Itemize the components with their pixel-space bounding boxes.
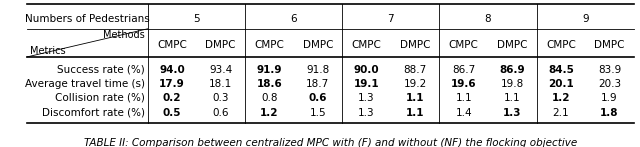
Text: 88.7: 88.7: [403, 65, 427, 75]
Text: 1.1: 1.1: [406, 108, 424, 118]
Text: 1.1: 1.1: [406, 93, 424, 103]
Text: 1.2: 1.2: [260, 108, 278, 118]
Text: DMPC: DMPC: [400, 40, 430, 50]
Text: 1.5: 1.5: [310, 108, 326, 118]
Text: 90.0: 90.0: [354, 65, 380, 75]
Text: 19.1: 19.1: [354, 79, 380, 89]
Text: Discomfort rate (%): Discomfort rate (%): [42, 108, 145, 118]
Text: 91.8: 91.8: [306, 65, 330, 75]
Text: Average travel time (s): Average travel time (s): [25, 79, 145, 89]
Text: 18.6: 18.6: [257, 79, 282, 89]
Text: 91.9: 91.9: [257, 65, 282, 75]
Text: CMPC: CMPC: [157, 40, 187, 50]
Text: 1.8: 1.8: [600, 108, 619, 118]
Text: 1.3: 1.3: [503, 108, 522, 118]
Text: 84.5: 84.5: [548, 65, 574, 75]
Text: DMPC: DMPC: [595, 40, 625, 50]
Text: Methods: Methods: [103, 30, 145, 40]
Text: 8: 8: [484, 14, 492, 24]
Text: Success rate (%): Success rate (%): [57, 65, 145, 75]
Text: Collision rate (%): Collision rate (%): [55, 93, 145, 103]
Text: 20.1: 20.1: [548, 79, 574, 89]
Text: DMPC: DMPC: [497, 40, 527, 50]
Text: 7: 7: [387, 14, 394, 24]
Text: 18.1: 18.1: [209, 79, 232, 89]
Text: 0.8: 0.8: [261, 93, 278, 103]
Text: 86.9: 86.9: [499, 65, 525, 75]
Text: DMPC: DMPC: [303, 40, 333, 50]
Text: 19.2: 19.2: [403, 79, 427, 89]
Text: CMPC: CMPC: [254, 40, 284, 50]
Text: 5: 5: [193, 14, 200, 24]
Text: CMPC: CMPC: [351, 40, 381, 50]
Text: 1.3: 1.3: [358, 93, 375, 103]
Text: 1.9: 1.9: [601, 93, 618, 103]
Text: 1.1: 1.1: [504, 93, 520, 103]
Text: 86.7: 86.7: [452, 65, 476, 75]
Text: 20.3: 20.3: [598, 79, 621, 89]
Text: Numbers of Pedestrians: Numbers of Pedestrians: [25, 14, 150, 24]
Text: 0.2: 0.2: [163, 93, 181, 103]
Text: CMPC: CMPC: [546, 40, 576, 50]
Text: 9: 9: [582, 14, 589, 24]
Text: 0.6: 0.6: [212, 108, 229, 118]
Text: 6: 6: [291, 14, 297, 24]
Text: 1.4: 1.4: [456, 108, 472, 118]
Text: 83.9: 83.9: [598, 65, 621, 75]
Text: 1.3: 1.3: [358, 108, 375, 118]
Text: 1.2: 1.2: [552, 93, 570, 103]
Text: 0.5: 0.5: [163, 108, 181, 118]
Text: 19.6: 19.6: [451, 79, 477, 89]
Text: TABLE II: Comparison between centralized MPC with (F) and without (NF) the flock: TABLE II: Comparison between centralized…: [84, 138, 577, 147]
Text: Metrics: Metrics: [30, 46, 66, 56]
Text: 1.1: 1.1: [456, 93, 472, 103]
Text: 0.6: 0.6: [308, 93, 327, 103]
Text: DMPC: DMPC: [205, 40, 236, 50]
Text: 94.0: 94.0: [159, 65, 185, 75]
Text: 0.3: 0.3: [212, 93, 229, 103]
Text: 93.4: 93.4: [209, 65, 232, 75]
Text: 2.1: 2.1: [552, 108, 569, 118]
Text: 17.9: 17.9: [159, 79, 185, 89]
Text: CMPC: CMPC: [449, 40, 479, 50]
Text: 18.7: 18.7: [306, 79, 330, 89]
Text: 19.8: 19.8: [500, 79, 524, 89]
